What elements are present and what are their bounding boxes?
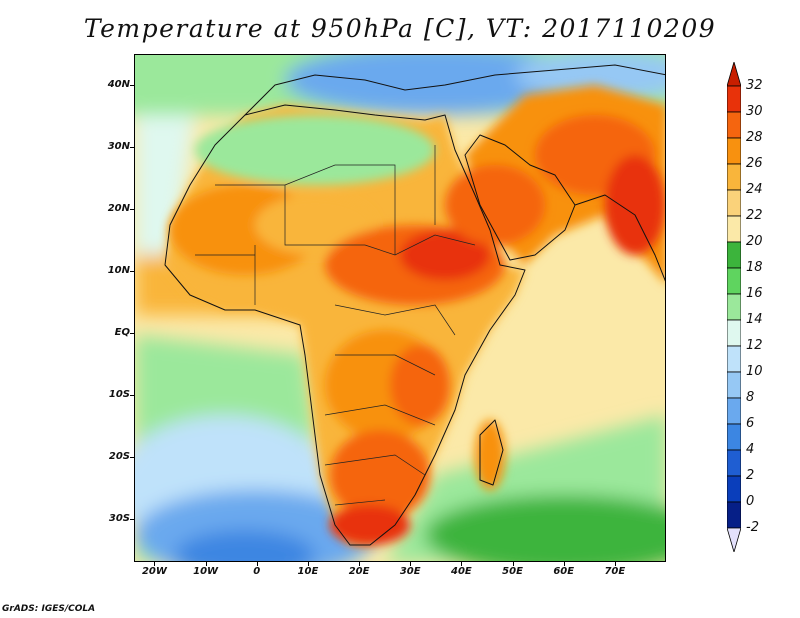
field-great-lakes-hot [390,345,450,425]
colorbar-swatch [727,189,741,217]
lon-tick-label: 10E [297,566,319,577]
country-borders [195,145,476,506]
lat-tick-label: EQ [114,326,130,338]
lat-tick-label: 20N [107,202,130,214]
lat-tick-mark [130,84,134,86]
lon-tick-label: 20W [141,566,167,577]
lon-tick-mark [614,562,616,566]
colorbar-label: 6 [746,416,755,431]
field-south-indian-green [425,495,665,561]
field-europe-cold [285,55,585,115]
lon-tick-label: 50E [502,566,523,577]
colorbar [727,62,741,552]
lon-tick-label: 60E [553,566,575,577]
colorbar-label: 14 [746,312,763,327]
temperature-map [135,55,665,561]
lat-tick-label: 10S [108,388,130,400]
grads-credit: GrADS: IGES/COLA [2,604,96,614]
field-north-africa-cool [195,115,435,185]
lon-tick-mark [359,562,361,566]
colorbar-label: 26 [746,156,763,171]
lon-tick-label: 10W [193,566,219,577]
colorbar-label: 22 [746,208,763,223]
colorbar-label: -2 [746,520,759,535]
lon-tick-mark [563,562,565,566]
europe-coastline [244,64,665,116]
lat-tick-mark [130,332,134,334]
colorbar-label: 8 [746,390,755,405]
colorbar-swatch [727,371,741,399]
lon-tick-mark [256,562,258,566]
lat-tick-mark [130,394,134,396]
lon-tick-mark [461,562,463,566]
colorbar-top-arrow [727,62,741,87]
field-india-hot [605,155,665,255]
map-panel [134,54,666,562]
lon-tick-mark [307,562,309,566]
colorbar-swatch [727,293,741,321]
lon-tick-mark [512,562,514,566]
madagascar-coastline [479,419,504,486]
lat-tick-mark [130,518,134,520]
field-south-africa-hottest [330,505,410,545]
lon-tick-mark [154,562,156,566]
colorbar-swatch [727,241,741,269]
lon-tick-mark [205,562,207,566]
colorbar-label: 20 [746,234,763,249]
field-caucasus-cool [515,55,665,100]
colorbar-swatch [727,501,741,529]
colorbar-label: 18 [746,260,763,275]
lon-tick-mark [410,562,412,566]
lon-tick-label: 30E [399,566,421,577]
map-title: Temperature at 950hPa [C], VT: 201711020… [83,14,717,43]
colorbar-label: 12 [746,338,763,353]
lat-tick-label: 40N [107,78,130,90]
asia-coastline [574,194,665,282]
colorbar-label: 32 [746,78,763,93]
lon-tick-label: 70E [604,566,626,577]
colorbar-label: 4 [746,442,755,457]
lat-tick-label: 30N [107,140,130,152]
colorbar-swatch [727,449,741,477]
colorbar-swatch [727,163,741,191]
lon-tick-label: 40E [451,566,472,577]
lon-tick-label: 20E [348,566,370,577]
field-sudan-hottest [400,230,490,280]
field-south-atlantic-coldest [175,530,315,561]
colorbar-bottom-arrow [727,527,741,552]
colorbar-swatch [727,137,741,165]
colorbar-swatch [727,319,741,347]
colorbar-label: 0 [746,494,755,509]
colorbar-swatch [727,475,741,503]
colorbar-label: 16 [746,286,763,301]
lat-tick-mark [130,270,134,272]
colorbar-label: 24 [746,182,763,197]
colorbar-label: 28 [746,130,763,145]
field-arabia-hot [445,165,545,245]
colorbar-swatch [727,345,741,373]
colorbar-swatch [727,215,741,243]
colorbar-swatch [727,111,741,139]
lat-tick-mark [130,146,134,148]
lat-tick-label: 20S [108,450,130,462]
lat-tick-label: 30S [108,512,130,524]
colorbar-swatch [727,267,741,295]
colorbar-swatch [727,423,741,451]
lat-tick-mark [130,208,134,210]
colorbar-label: 30 [746,104,763,119]
field-madagascar [475,420,505,490]
colorbar-swatch [727,85,741,113]
lat-tick-label: 10N [107,264,130,276]
colorbar-swatch [727,397,741,425]
colorbar-label: 2 [746,468,755,483]
colorbar-label: 10 [746,364,763,379]
lat-tick-mark [130,456,134,458]
lon-tick-label: 0 [253,566,261,577]
field-kalahari-hot [330,430,430,520]
